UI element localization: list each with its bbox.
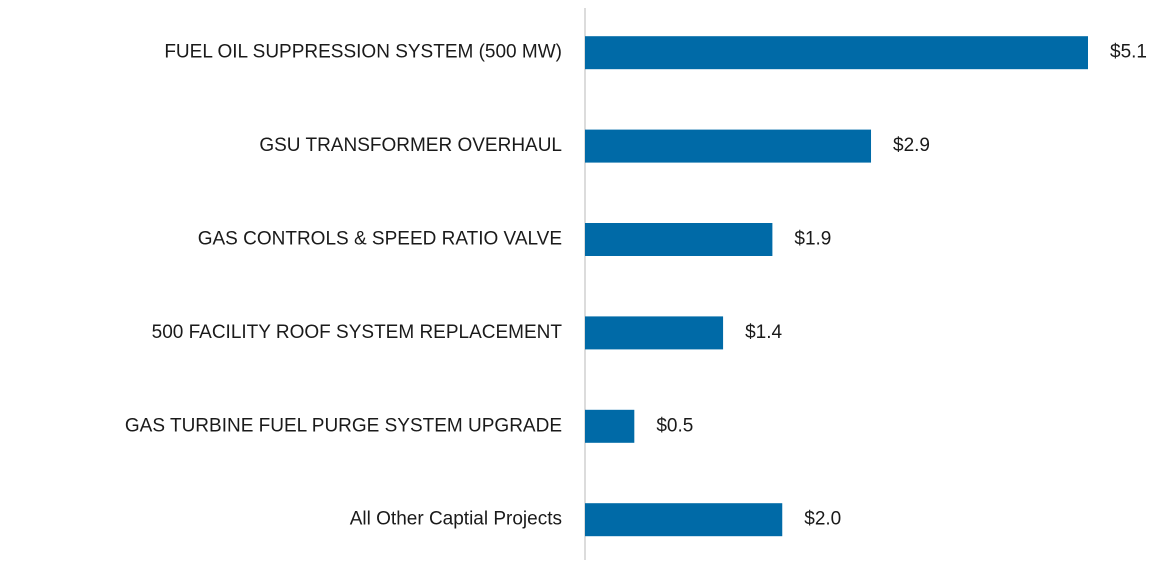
category-label: 500 FACILITY ROOF SYSTEM REPLACEMENT — [152, 322, 563, 343]
bar — [585, 409, 635, 443]
bar — [585, 36, 1088, 70]
value-label: $2.9 — [893, 135, 930, 156]
value-label: $5.1 — [1110, 42, 1147, 63]
value-label: $2.0 — [804, 509, 841, 530]
value-label: $1.9 — [794, 229, 831, 250]
bar — [585, 503, 783, 537]
category-label: FUEL OIL SUPPRESSION SYSTEM (500 MW) — [164, 42, 562, 63]
category-label: GAS TURBINE FUEL PURGE SYSTEM UPGRADE — [125, 415, 562, 436]
category-label: All Other Captial Projects — [350, 509, 562, 530]
bar — [585, 129, 872, 163]
value-label: $1.4 — [745, 322, 782, 343]
category-label: GAS CONTROLS & SPEED RATIO VALVE — [198, 229, 562, 250]
category-label: GSU TRANSFORMER OVERHAUL — [259, 135, 562, 156]
bar — [585, 223, 773, 256]
bar — [585, 316, 724, 350]
value-label: $0.5 — [656, 415, 693, 436]
